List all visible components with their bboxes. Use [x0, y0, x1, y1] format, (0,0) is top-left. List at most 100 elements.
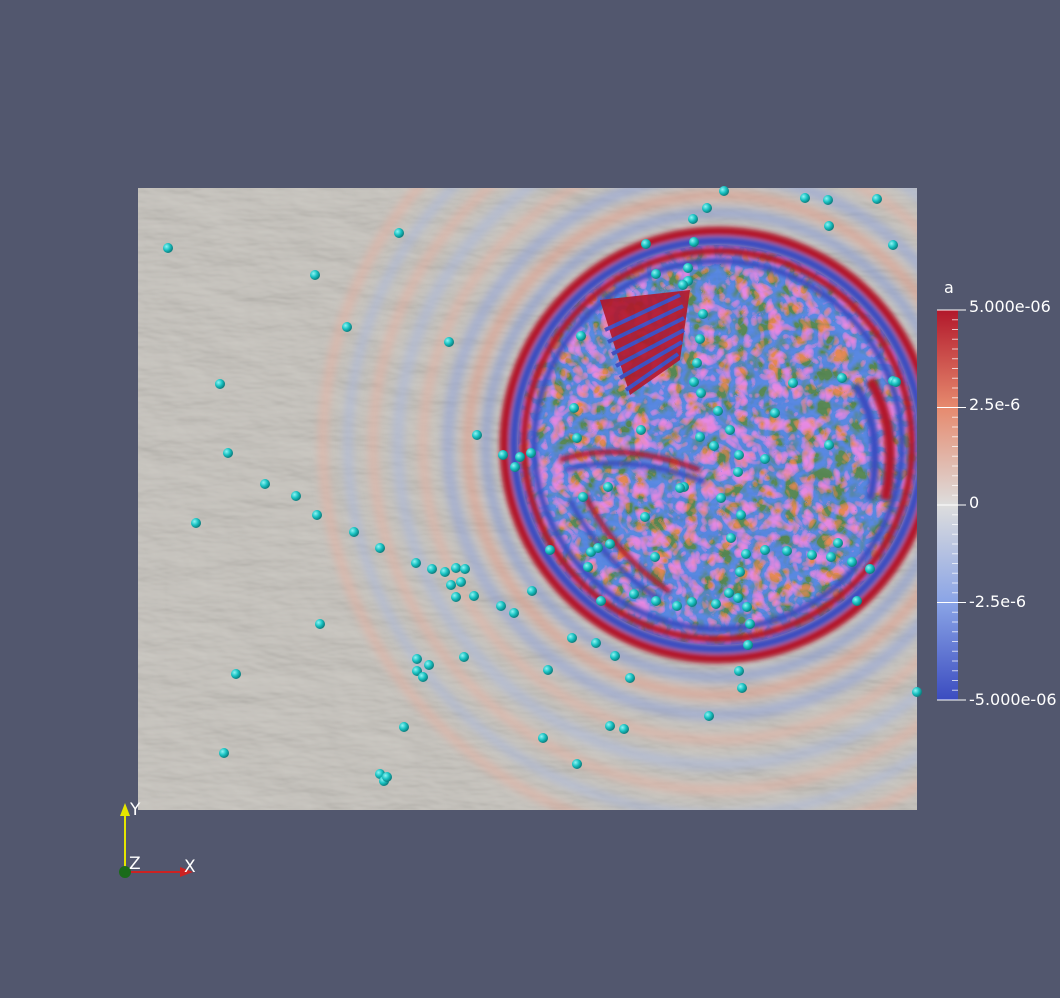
axes-triad — [119, 803, 193, 878]
colorbar-min-label: -5.000e-06 — [969, 690, 1057, 709]
station-marker — [672, 601, 682, 611]
station-marker — [231, 669, 241, 679]
station-marker — [603, 482, 613, 492]
station-marker — [625, 673, 635, 683]
station-marker — [472, 430, 482, 440]
station-marker — [312, 510, 322, 520]
z-axis-marker — [119, 866, 131, 878]
station-marker — [510, 462, 520, 472]
station-marker — [424, 660, 434, 670]
station-marker — [687, 597, 697, 607]
station-marker — [743, 640, 753, 650]
station-marker — [734, 666, 744, 676]
station-marker — [310, 270, 320, 280]
station-marker — [688, 214, 698, 224]
station-marker — [315, 619, 325, 629]
outer-wavefronts — [318, 188, 917, 810]
station-marker — [770, 408, 780, 418]
station-marker — [826, 552, 836, 562]
station-marker — [456, 577, 466, 587]
station-marker — [733, 593, 743, 603]
station-marker — [460, 564, 470, 574]
station-marker — [572, 759, 582, 769]
station-marker — [724, 588, 734, 598]
x-axis-arrow — [180, 867, 193, 877]
station-marker — [702, 203, 712, 213]
main-wavefront — [499, 226, 917, 664]
station-marker — [837, 373, 847, 383]
station-marker — [444, 337, 454, 347]
station-marker — [782, 546, 792, 556]
station-marker — [745, 619, 755, 629]
station-marker — [567, 633, 577, 643]
station-marker — [824, 221, 834, 231]
station-marker — [629, 589, 639, 599]
station-marker — [725, 425, 735, 435]
station-marker — [824, 440, 834, 450]
station-marker — [576, 331, 586, 341]
striped-patch — [600, 290, 690, 395]
station-marker — [427, 564, 437, 574]
station-marker — [713, 406, 723, 416]
station-marker — [651, 269, 661, 279]
station-marker — [596, 596, 606, 606]
station-marker — [760, 545, 770, 555]
station-marker — [394, 228, 404, 238]
station-marker — [215, 379, 225, 389]
station-marker — [451, 592, 461, 602]
station-marker — [411, 558, 421, 568]
station-marker — [704, 711, 714, 721]
z-axis-label: Z — [129, 854, 141, 874]
station-marker — [496, 601, 506, 611]
station-marker — [418, 672, 428, 682]
station-marker — [736, 510, 746, 520]
station-marker — [619, 724, 629, 734]
station-marker — [469, 591, 479, 601]
station-marker — [709, 441, 719, 451]
inner-fronts — [559, 377, 895, 603]
station-marker — [545, 545, 555, 555]
station-marker — [742, 602, 752, 612]
station-marker — [735, 567, 745, 577]
station-marker — [852, 596, 862, 606]
station-marker — [833, 538, 843, 548]
station-marker — [760, 454, 770, 464]
station-marker — [800, 193, 810, 203]
station-marker — [650, 552, 660, 562]
station-marker — [538, 733, 548, 743]
colorbar — [937, 309, 966, 701]
colorbar-tick-label: 0 — [969, 493, 980, 512]
station-marker — [847, 557, 857, 567]
station-marker — [872, 194, 882, 204]
station-marker — [865, 564, 875, 574]
station-marker — [583, 562, 593, 572]
station-marker — [823, 195, 833, 205]
colorbar-title: a — [944, 278, 954, 297]
station-marker — [807, 550, 817, 560]
station-marker — [891, 377, 901, 387]
station-marker — [698, 309, 708, 319]
station-marker — [726, 533, 736, 543]
station-marker — [527, 586, 537, 596]
station-marker — [412, 654, 422, 664]
colorbar-max-label: 5.000e-06 — [969, 297, 1051, 316]
station-marker — [788, 378, 798, 388]
station-marker — [610, 651, 620, 661]
station-marker — [605, 539, 615, 549]
station-markers — [163, 186, 922, 786]
y-axis-arrow — [120, 803, 130, 816]
station-marker — [636, 425, 646, 435]
station-marker — [543, 665, 553, 675]
station-marker — [572, 433, 582, 443]
station-marker — [695, 334, 705, 344]
simulation-domain — [138, 188, 917, 810]
station-marker — [675, 483, 685, 493]
station-marker — [912, 687, 922, 697]
station-marker — [734, 450, 744, 460]
station-marker — [526, 448, 536, 458]
station-marker — [651, 596, 661, 606]
station-marker — [741, 549, 751, 559]
station-marker — [683, 263, 693, 273]
